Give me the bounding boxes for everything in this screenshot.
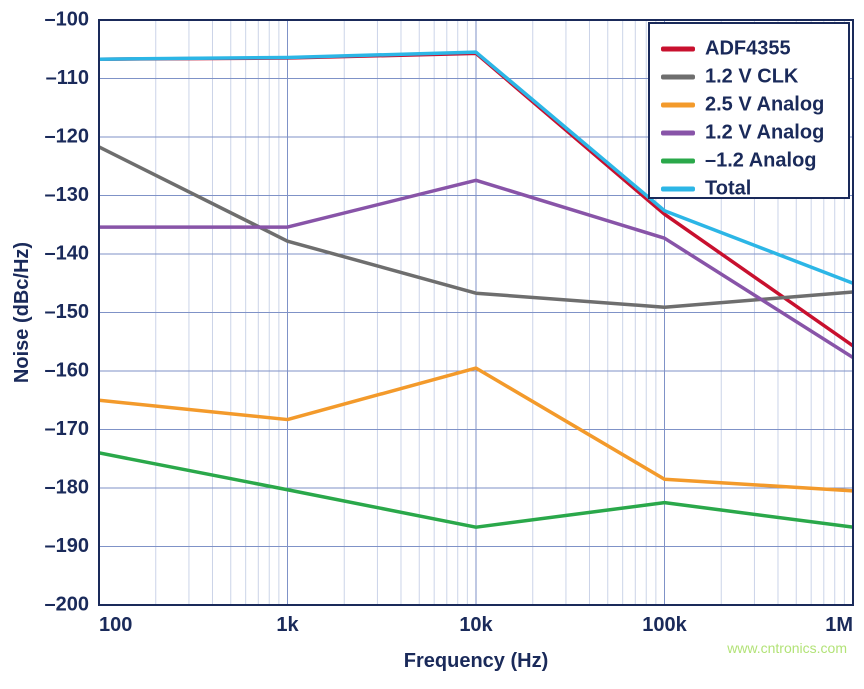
legend-swatch <box>661 47 695 52</box>
ytick-label: –120 <box>45 125 90 147</box>
ytick-label: –150 <box>45 301 90 323</box>
ytick-label: –190 <box>45 535 90 557</box>
ytick-label: –180 <box>45 476 90 498</box>
legend-label: Total <box>705 177 751 199</box>
xtick-label: 1k <box>276 614 299 636</box>
watermark-text: www.cntronics.com <box>726 640 847 656</box>
ytick-label: –160 <box>45 359 90 381</box>
legend-label: 1.2 V CLK <box>705 65 799 87</box>
xtick-label: 100k <box>642 614 687 636</box>
ytick-label: –130 <box>45 184 90 206</box>
legend-swatch <box>661 75 695 80</box>
legend-swatch <box>661 103 695 108</box>
ytick-label: –170 <box>45 418 90 440</box>
legend-swatch <box>661 159 695 164</box>
y-axis-label: Noise (dBc/Hz) <box>11 242 33 383</box>
ytick-label: –100 <box>45 8 90 30</box>
legend-swatch <box>661 131 695 136</box>
legend-label: 2.5 V Analog <box>705 93 824 115</box>
xtick-label: 100 <box>99 614 132 636</box>
legend-swatch <box>661 187 695 192</box>
legend-label: 1.2 V Analog <box>705 121 824 143</box>
legend-label: –1.2 Analog <box>705 149 817 171</box>
phase-noise-chart: –100 –110 –120 –130 –140 –150 –160 –170 –180 –190… <box>0 0 864 689</box>
legend-label: ADF4355 <box>705 37 791 59</box>
xtick-label: 10k <box>459 614 493 636</box>
ytick-label: –140 <box>45 242 90 264</box>
ytick-label: –200 <box>45 593 90 615</box>
chart-container: { "chart": { "type": "line", "width_px":… <box>0 0 864 689</box>
ytick-label: –110 <box>46 67 89 89</box>
xtick-label: 1M <box>825 614 853 636</box>
x-axis-label: Frequency (Hz) <box>404 650 548 672</box>
